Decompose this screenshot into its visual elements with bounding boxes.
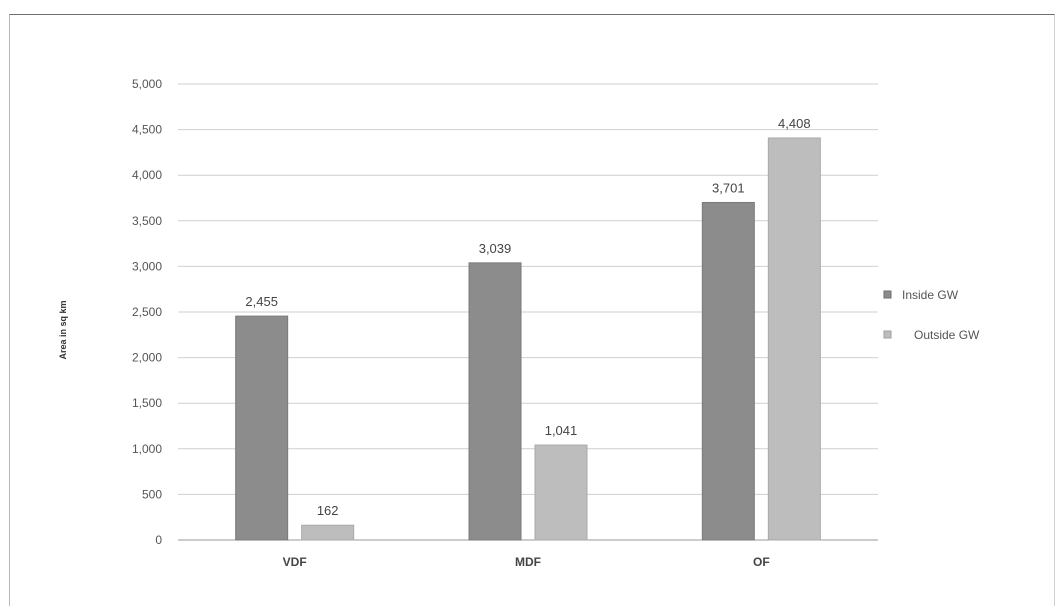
x-category-label: VDF [283, 555, 307, 569]
data-label: 162 [317, 503, 339, 518]
y-tick-label: 2,000 [132, 351, 162, 365]
y-tick-label: 5,000 [132, 77, 162, 91]
y-tick-label: 4,000 [132, 168, 162, 182]
data-label: 3,039 [479, 241, 512, 256]
bar-inside-gw-of [701, 201, 755, 541]
y-tick-label: 1,500 [132, 396, 162, 410]
bar-inside-gw-mdf [468, 262, 522, 541]
y-tick-label: 0 [155, 533, 162, 547]
legend-swatch [883, 290, 892, 299]
data-label: 3,701 [712, 180, 745, 195]
x-category-label: OF [753, 555, 770, 569]
data-label: 1,041 [545, 423, 578, 438]
bar-outside-gw-mdf [534, 444, 588, 541]
legend: Inside GW Outside GW [883, 288, 980, 342]
gridlines [178, 83, 878, 541]
data-labels: 2,455 162 3,039 1,041 3,701 4,408 [245, 116, 810, 518]
bar-outside-gw-of [767, 137, 821, 541]
y-tick-label: 500 [142, 487, 162, 501]
y-axis-label: Area in sq km [58, 300, 68, 359]
y-tick-label: 2,500 [132, 305, 162, 319]
data-label: 4,408 [778, 116, 811, 131]
y-axis-ticks: 0 500 1,000 1,500 2,000 2,500 3,000 3,500 4,000 4… [132, 77, 162, 547]
bars [235, 137, 821, 541]
legend-label: Outside GW [914, 328, 980, 342]
y-tick-label: 3,500 [132, 214, 162, 228]
y-tick-label: 4,500 [132, 123, 162, 137]
x-axis-categories: VDF MDF OF [283, 555, 770, 569]
chart-frame [9, 14, 1055, 606]
data-label: 2,455 [245, 294, 278, 309]
y-tick-label: 3,000 [132, 259, 162, 273]
legend-swatch [883, 330, 892, 339]
x-category-label: MDF [515, 555, 541, 569]
bar-outside-gw-vdf [301, 524, 355, 541]
y-tick-label: 1,000 [132, 442, 162, 456]
legend-label: Inside GW [902, 288, 959, 302]
bar-inside-gw-vdf [235, 315, 289, 541]
